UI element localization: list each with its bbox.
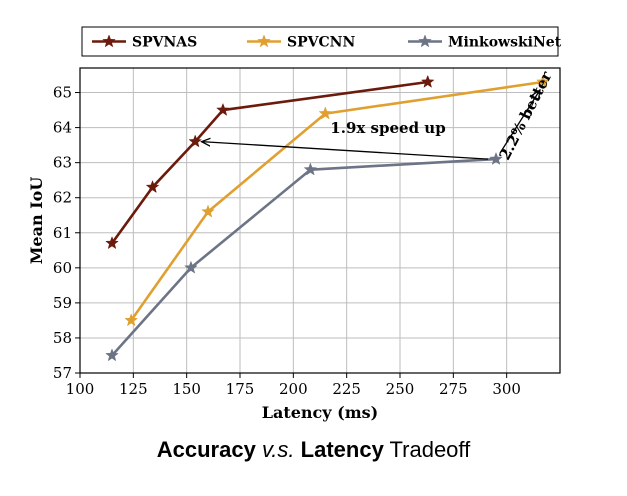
y-tick-label: 62 — [53, 189, 72, 207]
x-tick-label: 150 — [172, 380, 201, 398]
speedup-label: 1.9x speed up — [330, 119, 445, 137]
x-tick-label: 175 — [226, 380, 255, 398]
y-tick-label: 64 — [53, 119, 72, 137]
chart-caption: Accuracy v.s. Latency Tradeoff — [0, 437, 627, 463]
legend-label-minkowskinet: MinkowskiNet — [448, 35, 562, 51]
y-tick-label: 61 — [53, 224, 72, 242]
y-tick-label: 58 — [53, 329, 72, 347]
series-line-minkowskinet — [111, 157, 497, 357]
x-tick-label: 300 — [492, 380, 521, 398]
y-tick-label: 59 — [53, 294, 72, 312]
y-axis-label: Mean IoU — [27, 177, 46, 265]
x-tick-label: 225 — [332, 380, 361, 398]
plot-frame — [79, 67, 561, 374]
data-point-spvnas — [145, 179, 160, 194]
data-point-minkowskinet — [303, 162, 318, 176]
legend-marker-spvcnn — [257, 34, 271, 48]
x-tick-label: 250 — [386, 380, 415, 398]
legend: SPVNAS SPVCNN MinkowskiNet — [81, 26, 562, 57]
series-line-spvcnn — [130, 80, 544, 322]
data-point-spvcnn — [318, 106, 333, 120]
x-tick-label: 100 — [66, 380, 95, 398]
speedup-arrow — [201, 142, 489, 160]
caption-vs: v.s. — [261, 437, 295, 462]
x-axis-label: Latency (ms) — [262, 403, 379, 422]
caption-accuracy: Accuracy — [156, 437, 256, 462]
legend-label-spvnas: SPVNAS — [132, 35, 197, 51]
annotations: 1.9x speed up 2.2% better — [201, 68, 556, 163]
data-point-spvnas — [420, 74, 435, 88]
y-tick-label: 65 — [53, 84, 72, 102]
data-point-minkowskinet — [105, 348, 119, 362]
data-point-minkowskinet — [184, 260, 198, 274]
data-point-spvnas — [105, 236, 119, 250]
y-tick-label: 63 — [53, 154, 72, 172]
data-point-minkowskinet — [489, 151, 503, 165]
better-arrow — [499, 90, 540, 154]
legend-box — [81, 26, 559, 57]
x-tick-label: 200 — [279, 380, 308, 398]
data-point-spvcnn — [124, 313, 139, 327]
caption-latency: Latency — [300, 437, 384, 462]
data-point-spvcnn — [536, 74, 550, 88]
better-label: 2.2% better — [496, 68, 557, 163]
series-layer — [105, 74, 550, 362]
legend-marker-minkowskinet — [418, 34, 432, 48]
caption-tradeoff: Tradeoff — [389, 437, 471, 462]
legend-label-spvcnn: SPVCNN — [287, 35, 355, 51]
data-point-spvnas — [216, 102, 230, 116]
x-tick-label: 125 — [119, 380, 148, 398]
grid — [79, 68, 560, 374]
y-tick-label: 57 — [53, 364, 72, 382]
data-point-spvcnn — [201, 204, 215, 218]
data-point-spvnas — [188, 134, 203, 148]
legend-marker-spvnas — [102, 34, 116, 48]
y-tick-label: 60 — [53, 259, 72, 277]
axes: 100 125 150 175 200 225 250 275 300 57 58 59 60 61 62 6… — [27, 67, 561, 422]
x-tick-label: 275 — [439, 380, 468, 398]
